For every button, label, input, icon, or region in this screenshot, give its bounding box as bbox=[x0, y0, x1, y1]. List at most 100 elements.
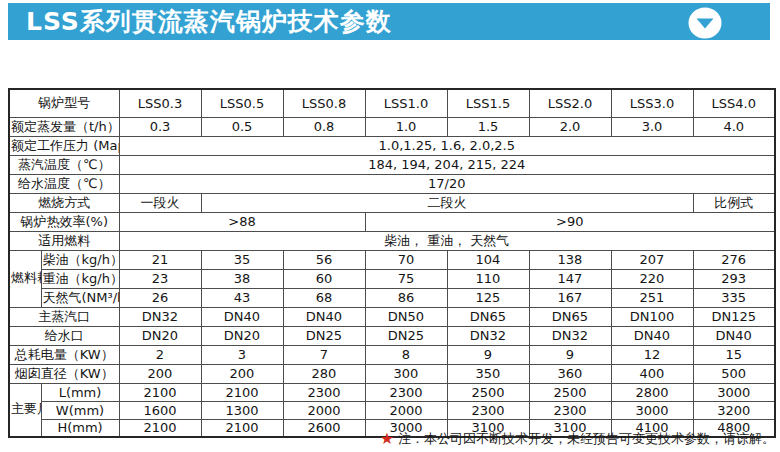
row-label: 额定工作压力 (Map) bbox=[9, 136, 119, 155]
table-cell: 2100 bbox=[119, 383, 201, 401]
table-cell: DN25 bbox=[365, 326, 447, 345]
table-cell: 1600 bbox=[119, 401, 201, 419]
table-row: 给水口DN20DN20DN25DN25DN32DN32DN40DN40 bbox=[9, 326, 775, 345]
spec-table: 锅炉型号LSS0.3LSS0.5LSS0.8LSS1.0LSS1.5LSS2.0… bbox=[8, 88, 776, 438]
table-cell: DN32 bbox=[529, 326, 611, 345]
table-cell: 293 bbox=[693, 269, 775, 288]
table-cell: 280 bbox=[283, 364, 365, 383]
table-cell: 2100 bbox=[201, 419, 283, 437]
table-row: 主要尺寸L(mm)2100210023002300250025002800300… bbox=[9, 383, 775, 401]
table-cell: 0.5 bbox=[201, 117, 283, 136]
group-label: 燃料耗量 bbox=[9, 250, 41, 307]
table-cell: >88 bbox=[119, 212, 365, 231]
table-row: 额定蒸发量（t/h）0.30.50.81.01.52.03.04.0 bbox=[9, 117, 775, 136]
table-cell: 0.8 bbox=[283, 117, 365, 136]
table-cell: 167 bbox=[529, 288, 611, 307]
table-cell: DN25 bbox=[283, 326, 365, 345]
table-row: 总耗电量（KW）2378991215 bbox=[9, 345, 775, 364]
table-cell: 207 bbox=[611, 250, 693, 269]
table-cell: 276 bbox=[693, 250, 775, 269]
table-cell: 柴油， 重油， 天然气 bbox=[119, 231, 775, 250]
table-cell: 2000 bbox=[283, 401, 365, 419]
table-row: 给水温度（℃）17/20 bbox=[9, 174, 775, 193]
row-label: 给水温度（℃） bbox=[9, 174, 119, 193]
table-cell: 二段火 bbox=[201, 193, 693, 212]
table-cell: 350 bbox=[447, 364, 529, 383]
table-cell: 2100 bbox=[201, 383, 283, 401]
row-label: 柴油（kg/h） bbox=[41, 250, 119, 269]
table-row: 锅炉热效率(%)>88>90 bbox=[9, 212, 775, 231]
table-row: W(mm)16001300200020002300230030003200 bbox=[9, 401, 775, 419]
table-cell: 2300 bbox=[365, 383, 447, 401]
table-cell: 500 bbox=[693, 364, 775, 383]
table-cell: LSS0.3 bbox=[119, 89, 201, 117]
table-cell: 110 bbox=[447, 269, 529, 288]
table-cell: DN40 bbox=[283, 307, 365, 326]
table-cell: 200 bbox=[119, 364, 201, 383]
table-cell: 21 bbox=[119, 250, 201, 269]
table-cell: 2100 bbox=[119, 419, 201, 437]
table-cell: 一段火 bbox=[119, 193, 201, 212]
table-row: 额定工作压力 (Map)1.0,1.25, 1.6, 2.0,2.5 bbox=[9, 136, 775, 155]
footnote: ★ 注：本公司因不断技术开发，未经预告可变更技术参数，请谅解。 bbox=[380, 430, 775, 448]
table-cell: 35 bbox=[201, 250, 283, 269]
table-row: 蒸汽温度（℃）184, 194, 204, 215, 224 bbox=[9, 155, 775, 174]
row-label: L(mm) bbox=[41, 383, 119, 401]
table-cell: 86 bbox=[365, 288, 447, 307]
footnote-text: 注：本公司因不断技术开发，未经预告可变更技术参数，请谅解。 bbox=[398, 430, 775, 448]
table-cell: 43 bbox=[201, 288, 283, 307]
table-cell: 360 bbox=[529, 364, 611, 383]
table-row: 天然气(NM³/h)26436886125167251335 bbox=[9, 288, 775, 307]
table-cell: 1.0 bbox=[365, 117, 447, 136]
table-cell: 12 bbox=[611, 345, 693, 364]
table-cell: 1.5 bbox=[447, 117, 529, 136]
table-cell: 184, 194, 204, 215, 224 bbox=[119, 155, 775, 174]
table-cell: 8 bbox=[365, 345, 447, 364]
table-cell: 2500 bbox=[529, 383, 611, 401]
table-cell: 2300 bbox=[283, 383, 365, 401]
table-cell: DN32 bbox=[447, 326, 529, 345]
row-label: 总耗电量（KW） bbox=[9, 345, 119, 364]
table-cell: 2800 bbox=[611, 383, 693, 401]
row-label: 额定蒸发量（t/h） bbox=[9, 117, 119, 136]
table-row: 主蒸汽口DN32DN40DN40DN50DN65DN65DN100DN125 bbox=[9, 307, 775, 326]
table-cell: 9 bbox=[447, 345, 529, 364]
table-cell: 比例式 bbox=[693, 193, 775, 212]
table-cell: DN125 bbox=[693, 307, 775, 326]
table-cell: 125 bbox=[447, 288, 529, 307]
table-cell: 138 bbox=[529, 250, 611, 269]
table-cell: LSS3.0 bbox=[611, 89, 693, 117]
table-cell: 3 bbox=[201, 345, 283, 364]
table-cell: 251 bbox=[611, 288, 693, 307]
group-label: 主要尺寸 bbox=[9, 383, 41, 437]
table-cell: 335 bbox=[693, 288, 775, 307]
table-cell: 2500 bbox=[447, 383, 529, 401]
table-cell: LSS2.0 bbox=[529, 89, 611, 117]
table-cell: 7 bbox=[283, 345, 365, 364]
table-row: 燃烧方式一段火二段火比例式 bbox=[9, 193, 775, 212]
table-cell: DN40 bbox=[611, 326, 693, 345]
header-bar: LSS系列贯流蒸汽锅炉技术参数 bbox=[8, 3, 770, 40]
table-cell: 2300 bbox=[447, 401, 529, 419]
row-label: 天然气(NM³/h) bbox=[41, 288, 119, 307]
table-cell: 104 bbox=[447, 250, 529, 269]
table-cell: >90 bbox=[365, 212, 775, 231]
table-cell: 3200 bbox=[693, 401, 775, 419]
table-cell: 3.0 bbox=[611, 117, 693, 136]
table-cell: LSS0.8 bbox=[283, 89, 365, 117]
table-cell: 2600 bbox=[283, 419, 365, 437]
table-cell: 147 bbox=[529, 269, 611, 288]
table-cell: DN100 bbox=[611, 307, 693, 326]
table-cell: DN20 bbox=[119, 326, 201, 345]
row-label: H(mm) bbox=[41, 419, 119, 437]
chevron-down-circle-icon[interactable] bbox=[688, 6, 722, 40]
table-cell: 3000 bbox=[611, 401, 693, 419]
row-label: 烟囱直径（KW） bbox=[9, 364, 119, 383]
table-cell: 400 bbox=[611, 364, 693, 383]
table-cell: 1300 bbox=[201, 401, 283, 419]
table-cell: 60 bbox=[283, 269, 365, 288]
row-label: 适用燃料 bbox=[9, 231, 119, 250]
table-cell: 220 bbox=[611, 269, 693, 288]
row-label: 主蒸汽口 bbox=[9, 307, 119, 326]
table-cell: 200 bbox=[201, 364, 283, 383]
